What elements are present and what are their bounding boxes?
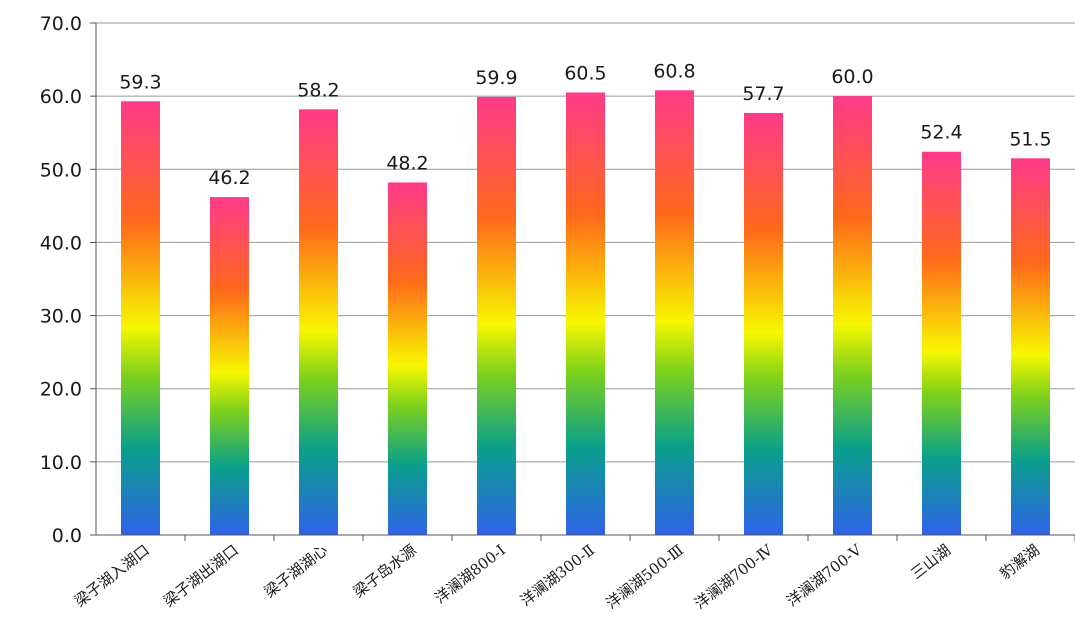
data-label: 51.5 (1009, 128, 1051, 150)
y-tick-label: 0.0 (52, 525, 82, 547)
data-label: 59.9 (475, 67, 517, 89)
data-label: 60.8 (653, 60, 695, 82)
data-label: 58.2 (297, 79, 339, 101)
bar (744, 112, 783, 536)
x-tick-label: 梁子湖湖心 (261, 541, 331, 601)
x-tick-label: 洋澜湖700-Ⅴ (783, 540, 866, 610)
x-tick-label: 洋澜湖700-Ⅳ (691, 540, 777, 612)
y-tick-label: 10.0 (40, 452, 82, 474)
y-tick-label: 70.0 (40, 13, 82, 35)
axes (90, 22, 1075, 541)
bar (299, 109, 338, 536)
bar (922, 151, 961, 535)
x-tick-label: 洋澜湖500-Ⅲ (602, 541, 687, 613)
data-label: 60.5 (564, 62, 606, 84)
y-tick-label: 50.0 (40, 159, 82, 181)
bars (121, 90, 1050, 536)
bar (566, 92, 605, 535)
bar (655, 90, 694, 535)
data-label: 46.2 (208, 167, 250, 189)
x-tick-label: 豹澥湖 (996, 541, 1043, 583)
x-tick-label: 梁子湖出湖口 (160, 541, 242, 611)
y-tick-label: 20.0 (40, 379, 82, 401)
bar (388, 182, 427, 536)
labels: 0.0 10.0 20.0 30.0 40.0 50.0 60.0 70.0 59.3 梁子湖入湖… (40, 13, 1052, 613)
x-tick-label: 梁子岛水源 (350, 541, 420, 601)
bar (121, 101, 160, 536)
data-label: 52.4 (920, 122, 962, 144)
data-label: 60.0 (831, 66, 873, 88)
x-tick-label: 洋澜湖800-Ⅰ (431, 541, 509, 607)
data-label: 59.3 (119, 71, 161, 93)
bar (833, 96, 872, 536)
data-label: 48.2 (386, 152, 428, 174)
x-tick-label: 梁子湖入湖口 (71, 541, 153, 611)
y-tick-label: 30.0 (40, 306, 82, 328)
bar (477, 96, 516, 536)
x-tick-label: 洋澜湖300-Ⅱ (517, 541, 598, 610)
data-label: 57.7 (742, 83, 784, 105)
y-tick-label: 40.0 (40, 232, 82, 254)
bar (210, 197, 249, 535)
y-tick-label: 60.0 (40, 86, 82, 108)
bar (1011, 158, 1050, 536)
x-tick-label: 三山湖 (907, 541, 954, 583)
